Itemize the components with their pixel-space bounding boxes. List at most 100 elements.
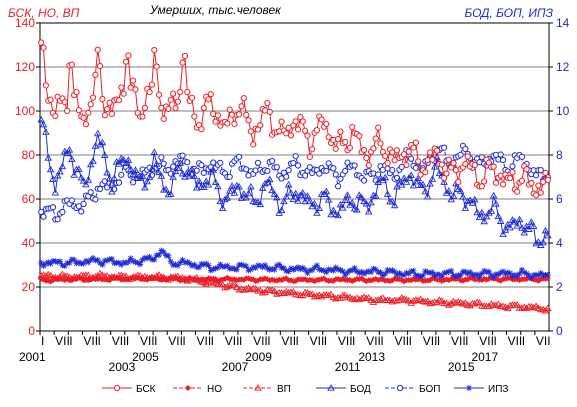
series-ИПЗ-point [363,269,370,276]
legend-label-БСК: БСК [136,384,156,395]
series-БСК-point [118,84,125,91]
series-ВП-point [273,290,281,297]
series-ИПЗ-point [205,262,212,269]
series-ВП-point [284,288,293,296]
series-БОД-point [353,206,361,213]
series-БОД-point [346,201,354,208]
series-БОД-point [53,171,62,179]
series-БОД-point [209,166,217,173]
series-БОП-point [264,167,271,175]
series-ИПЗ-point [262,262,269,269]
right-tick-label: 4 [556,236,563,250]
series-БСК-point [198,126,205,133]
series-БСК-point [537,189,544,196]
series-ВП-point [228,281,236,289]
series-ВП-point [405,296,413,304]
series-БОП-point [273,164,280,171]
left-tick-label: 60 [22,192,36,206]
series-ВП-point [235,285,243,293]
series-БСК-point [306,153,313,161]
series-БСК-point [410,144,417,151]
series-НО-point [115,274,122,281]
x-month-label: I [324,334,327,348]
series-ИПЗ-point [172,261,179,268]
series-ВП-point [470,299,479,307]
series-ВП-point [289,287,298,295]
series-БОД-point [122,159,130,167]
series-БСК-point [370,145,377,152]
series-БОД-point [468,199,477,206]
series-ВП-point [313,292,321,299]
series-ИПЗ-point [127,255,134,262]
series-ИПЗ-point [450,272,457,279]
series-ИПЗ-point [287,265,294,272]
series-ВП-point [414,296,422,304]
series-БОД-point [372,192,380,199]
x-year-label: 2013 [358,350,385,364]
series-ИПЗ-point [99,261,106,268]
series-БОД-point [263,178,272,186]
series-БОД-point [374,178,382,185]
x-month-label: VII [197,334,212,348]
series-ИПЗ-point [497,269,504,276]
left-tick-label: 40 [22,236,36,250]
x-year-label: 2007 [222,360,249,374]
series-БОД-point [265,175,274,183]
series-ИПЗ-point [292,265,299,272]
series-БОД-point [247,182,255,190]
series-БОД-point [435,169,444,177]
series-ИПЗ-point [146,253,153,260]
series-БОД-point [115,160,123,167]
series-БОД-point [364,207,373,215]
series-ИПЗ-point [271,266,278,273]
series-БОД-point [520,228,529,236]
series-БОД-point [480,217,488,225]
series-БСК-point [384,159,391,167]
series-БСК-point [167,96,174,103]
series-ИПЗ-point [111,260,118,267]
series-БОД-point [310,199,319,207]
series-ИПЗ-point [372,266,379,273]
series-БСК-point [471,161,478,169]
series-БОД-point [390,201,399,209]
series-БСК-point [99,95,106,103]
series-БОП-point [118,171,125,178]
series-БОД-point [336,200,345,208]
series-БОП-point [68,197,75,204]
series-БСК-point [445,156,452,163]
series-БОД-point [414,174,422,181]
series-ВП-point [242,285,250,292]
series-БОД-point [63,149,71,157]
series-БОД-point [489,191,498,199]
series-ИПЗ-point [47,260,54,267]
series-ИПЗ-point [73,260,80,267]
series-БОД-point [119,156,128,163]
x-month-label: VII [112,334,127,348]
series-БОД-point [171,167,180,175]
right-axis-title: БОД, БОП, ИПЗ [464,6,553,20]
series-ИПЗ-point [424,269,431,276]
series-БОД-point [183,168,192,176]
x-month-label: I [182,334,185,348]
series-ИПЗ-point [144,255,151,262]
series-ИПЗ-point [42,260,49,267]
series-БСК-point [120,90,127,97]
series-ИПЗ-point [276,261,283,268]
series-БСК-point [139,113,146,120]
series-ВП-point [428,299,437,306]
series-БСК-point [191,113,198,120]
series-БОД-point [42,128,50,135]
series-БСК-point [403,161,410,169]
series-БОД-point [93,129,102,137]
series-БСК-point [391,157,398,164]
series-БСК-point [104,105,111,113]
series-БОП-point [302,172,309,179]
series-БОД-point [298,188,307,196]
series-БОП-point [334,183,342,190]
series-БОД-point [89,157,97,164]
series-БОД-point [221,195,229,203]
series-БОД-point [86,160,95,168]
series-БСК-point [356,132,363,140]
series-БОД-point [416,181,425,188]
x-year-label: 2001 [19,350,46,364]
